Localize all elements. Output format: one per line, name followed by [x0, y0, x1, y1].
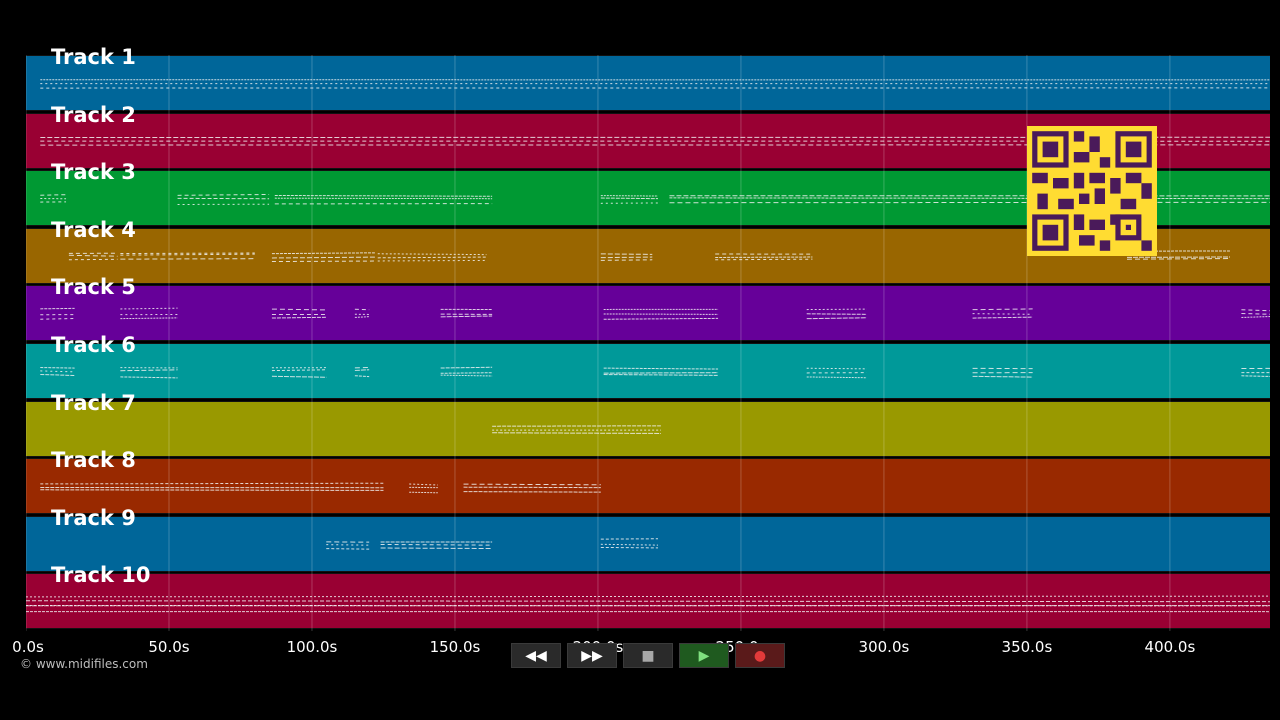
track-lane[interactable] [26, 55, 1270, 111]
note-segment [1241, 309, 1270, 318]
rewind-icon: ◀◀ [525, 647, 547, 664]
note-segment [603, 308, 719, 320]
note-segment [354, 308, 370, 318]
qr-code-image [1027, 126, 1157, 256]
note-segment [40, 194, 67, 203]
note-segment [972, 308, 1033, 319]
note-segment [120, 367, 178, 379]
track-label: Track 8 [51, 448, 136, 473]
note-segment [271, 367, 327, 378]
note-segment [40, 307, 75, 320]
timeline-grid [26, 55, 1171, 631]
copyright-text: © www.midifiles.com [20, 657, 148, 671]
transport-controls: ◀◀ ▶▶ ■ ▶ ● [511, 643, 785, 668]
note-segment [40, 482, 384, 491]
note-segment [120, 252, 255, 260]
stop-button[interactable]: ■ [623, 643, 673, 668]
note-segment [271, 252, 375, 263]
track-label: Track 1 [51, 45, 136, 69]
track-label: Track 6 [51, 333, 136, 357]
time-tick-label: 150.0s [429, 638, 481, 656]
note-segment [806, 308, 867, 320]
note-segment [271, 308, 327, 319]
note-segment [409, 483, 438, 494]
track-lane[interactable] [26, 285, 1270, 342]
note-segment [492, 425, 661, 434]
note-segment [440, 308, 493, 318]
note-segment [1241, 367, 1270, 377]
note-segment [463, 483, 601, 493]
note-segment [600, 253, 653, 261]
time-tick-label: 350.0s [1001, 638, 1053, 656]
play-icon: ▶ [698, 647, 710, 664]
time-tick-label: 0.0s [12, 638, 44, 656]
time-tick-label: 50.0s [148, 638, 190, 656]
note-segment [603, 367, 719, 376]
track-label: Track 2 [51, 102, 136, 127]
record-icon: ● [753, 647, 767, 664]
note-segment [600, 195, 659, 204]
note-segment [40, 367, 75, 376]
note-segment [600, 538, 659, 549]
fast-forward-icon: ▶▶ [581, 647, 603, 664]
note-segment [68, 252, 118, 261]
note-segment [26, 595, 1270, 613]
note-segment [274, 194, 493, 205]
track-label: Track 9 [51, 505, 136, 530]
stop-icon: ■ [641, 647, 655, 664]
note-segment [40, 79, 1270, 89]
track-lane[interactable] [26, 515, 1270, 572]
track-label: Track 4 [51, 217, 136, 242]
track-label: Track 5 [51, 275, 136, 300]
note-segment [669, 195, 1270, 204]
note-segment [440, 366, 493, 377]
note-segment [715, 253, 813, 261]
record-button[interactable]: ● [735, 643, 785, 668]
time-tick-label: 100.0s [286, 638, 338, 656]
fast-forward-button[interactable]: ▶▶ [567, 643, 617, 668]
play-button[interactable]: ▶ [679, 643, 729, 668]
note-segment [326, 541, 370, 550]
note-segment [177, 193, 270, 205]
track-label: Track 3 [51, 160, 136, 185]
note-segment [380, 541, 493, 550]
time-tick-label: 400.0s [1144, 638, 1196, 656]
note-segment [120, 307, 178, 320]
note-segment [972, 367, 1033, 378]
note-segment [377, 253, 487, 262]
rewind-button[interactable]: ◀◀ [511, 643, 561, 668]
note-segment [354, 366, 370, 378]
track-lane[interactable] [26, 458, 1270, 515]
track-lane[interactable] [26, 400, 1270, 457]
note-layer [26, 79, 1270, 613]
track-lane[interactable] [26, 343, 1270, 399]
track-label: Track 10 [51, 563, 151, 588]
note-segment [806, 367, 867, 379]
track-label: Track 7 [51, 390, 136, 415]
time-tick-label: 300.0s [858, 638, 910, 656]
